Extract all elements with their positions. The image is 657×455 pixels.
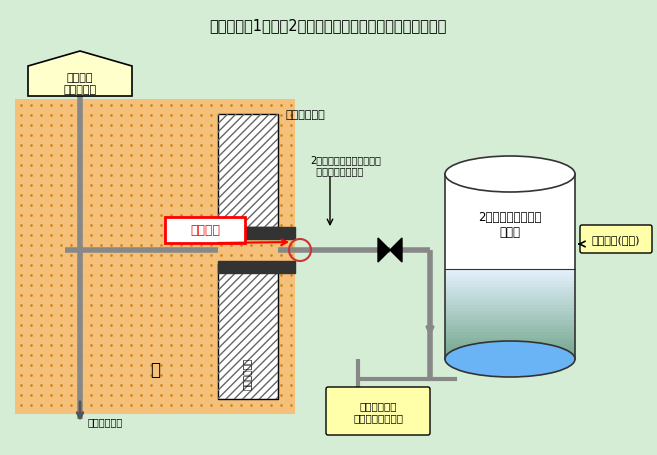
Text: 消火用水系統: 消火用水系統 [88, 416, 124, 426]
Bar [445, 278, 575, 281]
Text: タービン建家
非常用排水ピット: タービン建家 非常用排水ピット [353, 400, 403, 422]
Text: 当該箇所: 当該箇所 [190, 224, 220, 237]
Text: ドレン水(高温): ドレン水(高温) [592, 234, 641, 244]
Text: 伊方発電所1号機　2次系ブローダウンタンクまわり概略図: 伊方発電所1号機 2次系ブローダウンタンクまわり概略図 [210, 18, 447, 33]
Text: コンクリート: コンクリート [244, 357, 252, 389]
Bar [445, 347, 575, 350]
Bar [445, 341, 575, 344]
Bar [218, 228, 295, 239]
Text: タービン建家: タービン建家 [285, 110, 325, 120]
Bar [445, 335, 575, 338]
Bar [218, 264, 278, 399]
Bar [218, 115, 278, 228]
Text: 2次系ブローダウン
タンク: 2次系ブローダウン タンク [478, 211, 542, 238]
Bar [445, 329, 575, 332]
FancyBboxPatch shape [326, 387, 430, 435]
Text: 土: 土 [150, 360, 160, 378]
Ellipse shape [445, 157, 575, 192]
Bar [445, 308, 575, 311]
Ellipse shape [445, 341, 575, 377]
Bar [165, 217, 245, 243]
Bar [445, 317, 575, 320]
Bar [445, 269, 575, 273]
Bar [445, 299, 575, 302]
Bar [445, 273, 575, 275]
Bar [445, 302, 575, 305]
Bar [445, 356, 575, 359]
Bar [445, 326, 575, 329]
Bar [445, 284, 575, 288]
Bar [445, 293, 575, 296]
Bar [445, 305, 575, 308]
Bar [445, 353, 575, 356]
Bar [445, 320, 575, 324]
Bar [445, 344, 575, 347]
Bar [445, 324, 575, 326]
Bar [445, 290, 575, 293]
Polygon shape [378, 238, 390, 263]
Bar [218, 262, 295, 273]
Bar [445, 338, 575, 341]
Bar [445, 281, 575, 284]
Bar [445, 275, 575, 278]
Bar [445, 288, 575, 290]
FancyBboxPatch shape [580, 226, 652, 253]
Bar [445, 314, 575, 317]
Bar [445, 296, 575, 299]
Bar [218, 264, 278, 399]
Bar [445, 311, 575, 314]
Text: 脱気器室
屋内消火栓: 脱気器室 屋内消火栓 [64, 73, 97, 95]
Text: 2次系ブローダウンタンク
  排水冷却用水配管: 2次系ブローダウンタンク 排水冷却用水配管 [310, 155, 381, 176]
Polygon shape [28, 52, 132, 97]
Bar [218, 115, 278, 228]
Bar [445, 175, 575, 359]
Polygon shape [390, 238, 402, 263]
Bar [445, 350, 575, 353]
Bar [445, 332, 575, 335]
Bar [15, 100, 295, 414]
